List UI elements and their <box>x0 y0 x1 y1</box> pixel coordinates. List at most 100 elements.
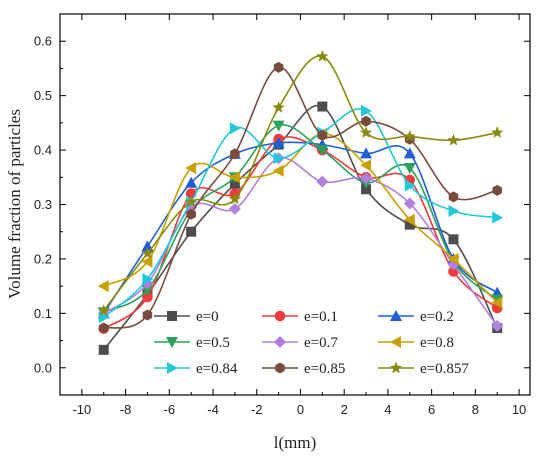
data-point <box>360 159 372 172</box>
legend-label: e=0 <box>196 309 219 325</box>
data-point <box>273 61 284 73</box>
data-point <box>97 280 109 293</box>
data-point <box>272 101 285 113</box>
data-point <box>448 234 459 245</box>
legend-marker <box>275 362 285 374</box>
data-point <box>448 205 460 218</box>
legend-item: e=0.85 <box>262 361 345 377</box>
data-point <box>141 255 153 268</box>
data-point <box>360 147 373 159</box>
legend-label: e=0.5 <box>196 335 230 351</box>
data-point <box>229 178 240 189</box>
data-point <box>403 197 416 210</box>
data-point <box>184 195 198 208</box>
data-point <box>403 129 416 142</box>
data-point <box>447 133 460 146</box>
y-axis-title: Volume fraction of particles <box>5 109 24 299</box>
series-line <box>103 108 498 318</box>
y-tick-label: 0.6 <box>34 34 52 49</box>
data-point <box>492 211 504 224</box>
y-tick-label: 0.4 <box>34 143 52 158</box>
data-point <box>317 101 328 112</box>
data-point <box>142 291 153 303</box>
data-point <box>142 309 153 321</box>
data-point <box>404 219 415 230</box>
legend: e=0 e=0.1 e=0.2 e=0.5 e=0.7 e=0.8 e=0.84 e=0.85… <box>154 309 469 377</box>
legend-marker <box>274 336 286 348</box>
data-point <box>185 176 198 188</box>
legend-item: e=0.857 <box>378 361 469 377</box>
data-point <box>186 208 196 220</box>
data-point <box>491 126 504 138</box>
x-tick-label: 8 <box>472 402 479 417</box>
data-point <box>98 322 109 334</box>
series-e-0-857 <box>97 49 504 316</box>
data-point <box>228 202 241 215</box>
data-point <box>273 152 285 165</box>
data-point <box>272 164 284 177</box>
legend-item: e=0.7 <box>262 335 338 351</box>
data-point <box>492 184 502 196</box>
data-point <box>448 191 459 203</box>
legend-marker <box>390 310 402 321</box>
legend-label: e=0.85 <box>304 361 345 377</box>
legend-marker <box>167 311 177 321</box>
data-point <box>403 163 416 175</box>
x-tick-label: -4 <box>207 402 219 417</box>
data-point <box>186 226 197 237</box>
series-line <box>103 141 498 314</box>
data-point <box>98 344 109 355</box>
y-tick-label: 0.0 <box>34 360 52 375</box>
legend-label: e=0.857 <box>420 361 469 377</box>
legend-item: e=0.2 <box>378 309 454 325</box>
data-point <box>403 213 415 226</box>
y-tick-label: 0.3 <box>34 197 52 212</box>
data-point <box>316 49 329 62</box>
x-tick-label: 2 <box>341 402 348 417</box>
data-point <box>230 148 240 160</box>
x-tick-label: -8 <box>120 402 132 417</box>
x-tick-label: -6 <box>164 402 176 417</box>
series-e-0-85 <box>98 61 502 334</box>
data-point <box>360 172 373 185</box>
x-tick-label: 0 <box>297 402 304 417</box>
legend-label: e=0.84 <box>196 361 238 377</box>
data-point <box>317 129 328 141</box>
data-point <box>361 184 372 195</box>
x-tick-label: 4 <box>384 402 391 417</box>
series-line <box>103 132 498 304</box>
legend-marker <box>166 337 178 348</box>
series-line <box>103 55 498 312</box>
legend-item: e=0.5 <box>154 335 230 351</box>
data-point <box>142 273 154 286</box>
y-tick-label: 0.5 <box>34 88 52 103</box>
series-e-0-84 <box>98 104 504 324</box>
data-point <box>361 104 373 117</box>
series-line <box>103 124 498 314</box>
data-point <box>316 145 329 157</box>
data-point <box>403 147 416 159</box>
series-line <box>103 104 498 351</box>
x-tick-label: 10 <box>512 402 526 417</box>
data-point <box>228 192 242 205</box>
legend-marker <box>167 362 178 374</box>
data-point <box>229 122 241 135</box>
legend-item: e=0 <box>154 309 219 325</box>
legend-marker <box>274 310 286 322</box>
x-tick-label: -10 <box>72 402 91 417</box>
data-point <box>272 136 285 148</box>
legend-label: e=0.7 <box>304 335 338 351</box>
data-point <box>316 175 329 188</box>
data-point <box>491 296 503 309</box>
legend-marker <box>389 361 403 374</box>
y-tick-label: 0.1 <box>34 306 52 321</box>
data-point <box>97 304 110 316</box>
series-layer <box>97 49 504 355</box>
data-point <box>491 319 504 332</box>
data-point <box>228 171 240 184</box>
legend-label: e=0.8 <box>420 335 454 351</box>
legend-item: e=0.84 <box>154 361 238 377</box>
x-axis-title: l(mm) <box>274 433 317 452</box>
